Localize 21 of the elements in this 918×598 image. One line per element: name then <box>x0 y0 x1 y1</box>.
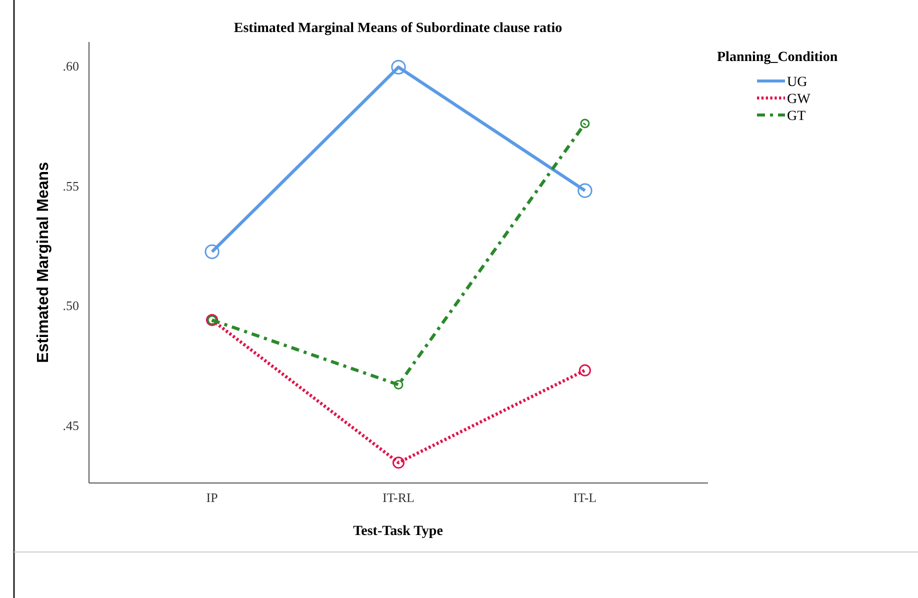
point <box>578 183 592 198</box>
y-tick-label: .55 <box>62 178 79 194</box>
y-tick-label: .50 <box>62 298 79 314</box>
x-tick-label: IT-L <box>573 490 597 505</box>
point <box>392 456 405 469</box>
x-tick-label: IP <box>206 490 218 505</box>
y-tick-label: .45 <box>62 418 79 434</box>
x-axis-title: Test-Task Type <box>353 524 443 539</box>
legend-label: GW <box>787 92 812 107</box>
y-axis-title: Estimated Marginal Means <box>35 162 52 363</box>
legend-label: GT <box>787 108 806 124</box>
point <box>580 118 590 128</box>
point <box>394 380 404 390</box>
x-tick-label: IT-RL <box>382 490 415 505</box>
chart-title: Estimated Marginal Means of Subordinate clause ratio <box>234 21 562 36</box>
legend-title: Planning_Condition <box>717 50 838 65</box>
legend-label: UG <box>787 74 808 90</box>
point <box>204 244 220 260</box>
y-tick-label: .60 <box>62 58 79 74</box>
point <box>391 60 406 75</box>
point <box>578 364 591 376</box>
